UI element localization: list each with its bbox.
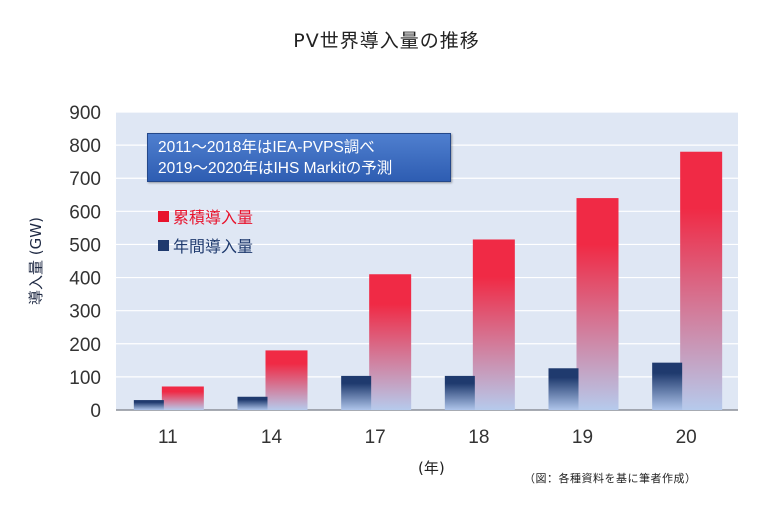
- bar-cumulative: [576, 198, 619, 410]
- legend-swatch-cumulative: [158, 210, 169, 222]
- x-tick-label: 11: [158, 427, 178, 448]
- bar-annual: [133, 400, 164, 410]
- bar-cumulative: [161, 386, 204, 410]
- y-tick-label: 400: [69, 269, 101, 290]
- legend-label-cumulative: 累積導入量: [173, 208, 254, 227]
- y-axis-ticks: 0 100 200 300 400 500 600 700 800 900: [69, 103, 101, 422]
- x-tick-label: 17: [365, 427, 386, 448]
- y-tick-label: 600: [69, 202, 101, 223]
- bar-cumulative: [369, 274, 412, 410]
- bar-cumulative: [472, 239, 515, 410]
- y-tick-label: 800: [69, 136, 101, 157]
- legend-item-annual: 年間導入量: [158, 233, 253, 257]
- note-box: 2011〜2018年はIEA-PVPS調べ 2019〜2020年はIHS Mar…: [147, 133, 451, 182]
- bars: [133, 151, 723, 410]
- x-axis-ticks: 11 14 17 18 19 20: [158, 427, 697, 448]
- bar-annual: [652, 362, 683, 410]
- y-tick-label: 500: [69, 235, 101, 256]
- legend-item-cumulative: 累積導入量: [158, 204, 253, 228]
- source-note: （図：各種資料を基に筆者作成）: [524, 472, 697, 485]
- y-tick-label: 300: [69, 302, 101, 323]
- note-line-2: 2019〜2020年はIHS Markitの予測: [158, 160, 393, 177]
- legend-label-annual: 年間導入量: [173, 237, 254, 256]
- y-tick-label: 900: [69, 103, 101, 124]
- x-tick-label: 18: [468, 427, 489, 448]
- y-tick-label: 200: [69, 335, 101, 356]
- y-axis-label: 導入量 (GW): [27, 217, 45, 305]
- x-tick-label: 14: [261, 427, 283, 448]
- bar-annual: [548, 368, 579, 410]
- bar-cumulative: [265, 350, 308, 410]
- x-axis-label: (年): [418, 459, 445, 477]
- bar-annual: [341, 375, 372, 410]
- y-tick-label: 0: [90, 401, 101, 422]
- bar-annual: [444, 375, 475, 410]
- legend-swatch-annual: [158, 239, 169, 251]
- bar-cumulative: [680, 151, 723, 410]
- y-tick-label: 700: [69, 169, 101, 190]
- y-tick-label: 100: [69, 368, 101, 389]
- note-line-1: 2011〜2018年はIEA-PVPS調べ: [158, 139, 375, 156]
- x-tick-label: 20: [676, 427, 697, 448]
- bar-annual: [237, 396, 268, 410]
- chart-title: PV世界導入量の推移: [293, 30, 480, 52]
- x-tick-label: 19: [572, 427, 593, 448]
